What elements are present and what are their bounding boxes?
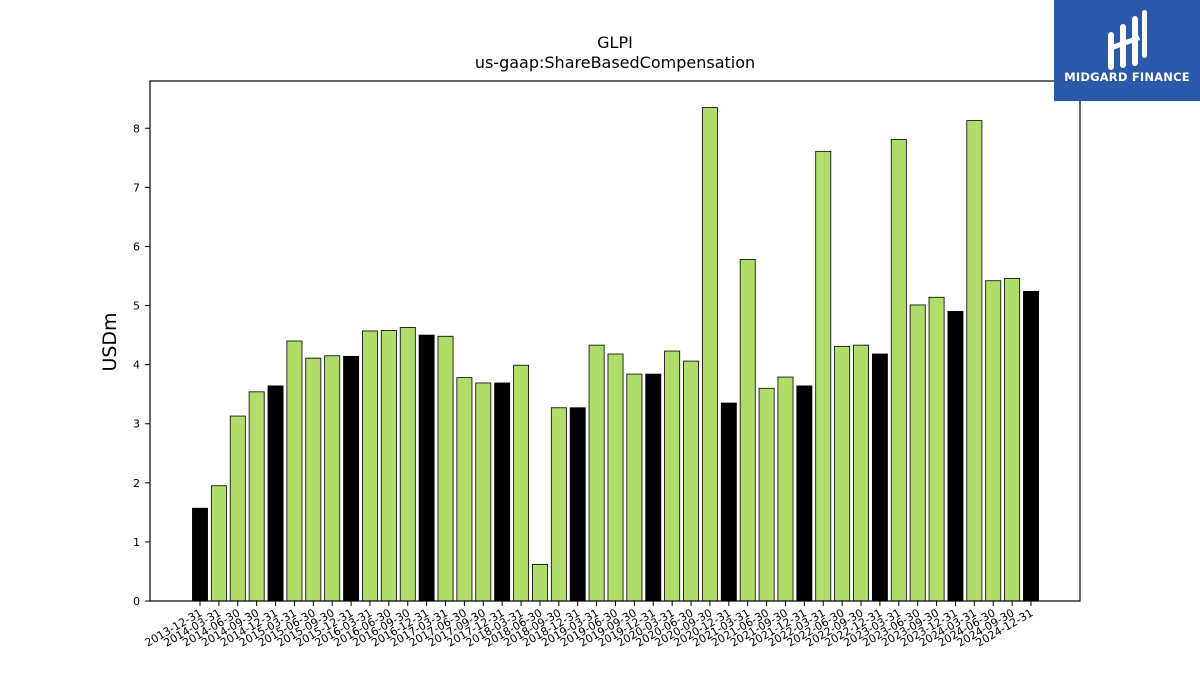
bar-2020-06-30: [683, 360, 699, 602]
bar-2016-03-31: [362, 330, 378, 602]
bar-2014-06-30: [229, 415, 246, 602]
logo-text: MIDGARD FINANCE: [1064, 70, 1190, 84]
bar-2024-03-31: [966, 120, 983, 602]
bar-2019-12-31: [645, 373, 662, 602]
bar-2013-12-31: [192, 507, 208, 602]
bar-2023-12-31: [947, 311, 964, 602]
bar-2021-03-31: [739, 259, 756, 602]
bar-2014-03-31: [210, 485, 227, 602]
y-tick-label: 7: [133, 181, 140, 194]
bar-2022-09-30: [853, 344, 869, 602]
bar-2021-06-30: [758, 387, 775, 602]
bar-2017-06-30: [456, 377, 473, 602]
bar-2018-09-30: [550, 407, 567, 602]
bar-2024-06-30: [985, 280, 1002, 602]
bar-2016-12-31: [418, 334, 435, 602]
bar-2016-09-30: [399, 327, 416, 602]
bar-2023-03-31: [890, 139, 907, 602]
bar-2016-06-30: [380, 329, 397, 602]
chart-subtitle: us-gaap:ShareBasedCompensation: [475, 53, 755, 72]
bar-2019-06-30: [607, 353, 624, 602]
bar-2020-03-31: [664, 350, 681, 602]
y-ticks-group: 0 1 2 3 4 5 6 7 8: [133, 122, 150, 608]
y-tick-label: 8: [133, 122, 140, 135]
bar-2024-12-31: [1023, 290, 1039, 602]
bar-2021-09-30: [777, 376, 794, 602]
midgard-logo-icon: [1108, 10, 1147, 70]
y-tick-label: 0: [133, 595, 140, 608]
bar-2017-12-31: [494, 382, 511, 602]
bar-2019-03-31: [588, 344, 605, 602]
y-tick-label: 4: [133, 359, 140, 372]
bar-2014-09-30: [248, 391, 265, 602]
chart-title: GLPI: [597, 33, 633, 52]
y-tick-label: 1: [133, 536, 140, 549]
bar-2015-12-31: [343, 355, 360, 602]
bar-2022-03-31: [815, 150, 832, 602]
bar-2019-09-30: [626, 373, 643, 602]
bar-2015-03-31: [286, 340, 303, 602]
bar-2024-09-30: [1004, 277, 1021, 602]
bar-2022-12-31: [871, 353, 888, 602]
bar-2015-09-30: [324, 355, 341, 602]
bar-2022-06-30: [834, 345, 851, 602]
y-tick-label: 5: [133, 300, 140, 313]
bar-2017-09-30: [475, 382, 492, 602]
bars-group: [192, 107, 1039, 602]
bar-2015-06-30: [305, 357, 322, 602]
bar-2018-06-30: [532, 563, 548, 602]
bar-2020-09-30: [701, 107, 718, 602]
x-ticks-group: 2013-12-312014-03-312014-06-302014-09-30…: [143, 601, 1036, 650]
brand-logo: MIDGARD FINANCE: [1054, 0, 1200, 101]
bar-2018-03-31: [513, 364, 530, 602]
y-tick-label: 2: [133, 477, 140, 490]
bar-2020-12-31: [720, 402, 737, 602]
bar-2017-03-31: [437, 335, 454, 602]
bar-2023-06-30: [909, 304, 926, 602]
y-tick-label: 3: [133, 418, 140, 431]
y-axis-label: USDm: [99, 312, 121, 371]
bar-2014-12-31: [267, 385, 284, 602]
bar-2023-09-30: [928, 296, 945, 602]
y-tick-label: 6: [133, 240, 140, 253]
bar-2021-12-31: [796, 385, 813, 602]
bar-2018-12-31: [569, 407, 586, 602]
plot-frame: [149, 80, 1081, 602]
